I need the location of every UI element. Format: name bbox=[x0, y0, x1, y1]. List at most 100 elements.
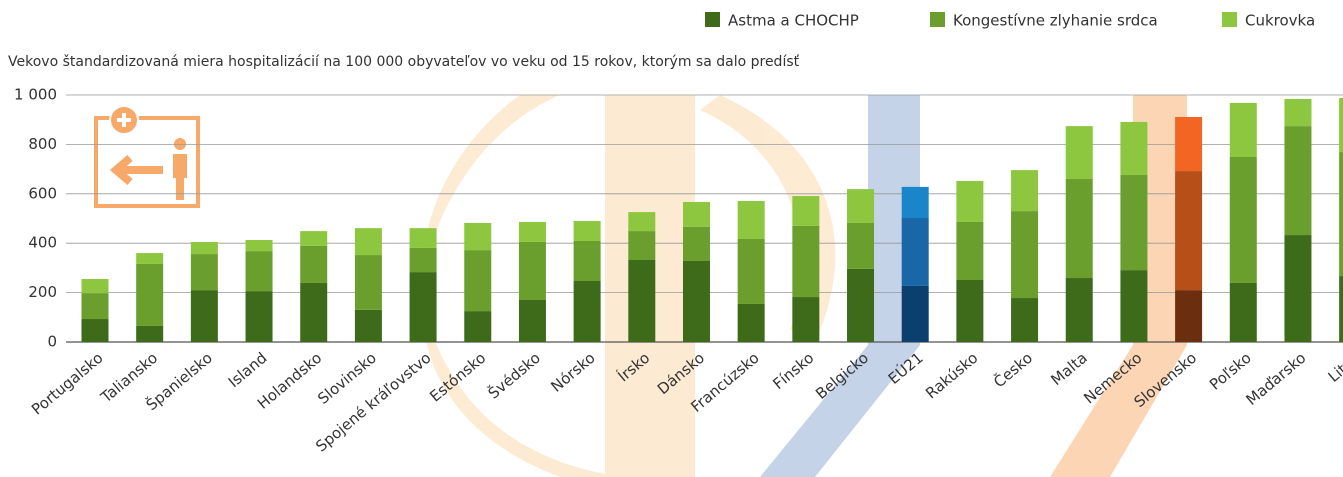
bar-segment bbox=[190, 241, 218, 255]
x-tick-label: Litva bbox=[1325, 349, 1343, 386]
legend-label: Astma a CHOCHP bbox=[728, 12, 859, 30]
bar-segment bbox=[1120, 270, 1148, 342]
y-tick-label: 1 000 bbox=[14, 86, 57, 104]
bar-segment bbox=[81, 293, 109, 320]
bar-segment bbox=[1229, 156, 1257, 283]
bar-segment bbox=[354, 255, 382, 310]
bar-segment bbox=[737, 200, 765, 240]
bar-segment bbox=[1175, 116, 1203, 172]
bar-segment bbox=[1284, 235, 1312, 342]
bar-segment bbox=[682, 226, 710, 261]
legend: Astma a CHOCHP Kongestívne zlyhanie srdca… bbox=[705, 12, 1315, 30]
bar-segment bbox=[628, 259, 656, 342]
bar-segment bbox=[1011, 211, 1039, 299]
bar-segment bbox=[300, 245, 328, 283]
legend-label: Kongestívne zlyhanie srdca bbox=[953, 12, 1158, 30]
bar-segment bbox=[354, 228, 382, 256]
bar-segment bbox=[901, 186, 929, 219]
bar-segment bbox=[409, 228, 437, 248]
subtitle: Vekovo štandardizovaná miera hospitalizá… bbox=[8, 54, 800, 70]
bar-segment bbox=[136, 263, 164, 326]
bar-segment bbox=[792, 225, 820, 298]
x-tick-label: Portugalsko bbox=[28, 349, 106, 419]
bar-segment bbox=[354, 309, 382, 342]
bar-segment bbox=[245, 291, 273, 342]
bar-segment bbox=[136, 325, 164, 342]
legend-swatch bbox=[930, 12, 945, 27]
bar-segment bbox=[1339, 276, 1343, 342]
icon bbox=[94, 105, 200, 208]
x-tick-label: Island bbox=[225, 349, 271, 391]
x-tick-label: Švédsko bbox=[484, 348, 544, 403]
bar-segment bbox=[737, 239, 765, 304]
bar-segment bbox=[81, 279, 109, 294]
bar-segment bbox=[1011, 170, 1039, 212]
y-tick-label: 200 bbox=[28, 283, 57, 301]
bar-segment bbox=[1065, 278, 1093, 342]
bar-segment bbox=[956, 221, 984, 281]
bar-segment bbox=[245, 251, 273, 292]
bar-segment bbox=[518, 300, 546, 342]
x-tick-label: Poľsko bbox=[1206, 349, 1255, 394]
y-tick-label: 800 bbox=[28, 135, 57, 153]
bar-segment bbox=[1339, 152, 1343, 277]
bar-segment bbox=[628, 212, 656, 232]
x-tick-label: Maďarsko bbox=[1243, 349, 1310, 409]
y-tick-label: 400 bbox=[28, 234, 57, 252]
bar-segment bbox=[1120, 121, 1148, 176]
bar-segment bbox=[518, 241, 546, 301]
bar-segment bbox=[682, 201, 710, 227]
bar-segment bbox=[1284, 98, 1312, 127]
bar-segment bbox=[956, 280, 984, 342]
bar-segment bbox=[792, 297, 820, 342]
bar-segment bbox=[464, 311, 492, 342]
bar-segment bbox=[300, 231, 328, 246]
legend-label: Cukrovka bbox=[1245, 12, 1315, 30]
x-tick-label: Česko bbox=[989, 348, 1036, 391]
bar-segment bbox=[1229, 282, 1257, 342]
bar-segment bbox=[1065, 178, 1093, 279]
bar-segment bbox=[409, 247, 437, 273]
x-tick-label: Malta bbox=[1047, 349, 1090, 389]
bar-segment bbox=[573, 280, 601, 342]
bar-segment bbox=[1175, 290, 1203, 342]
bar-segment bbox=[573, 220, 601, 241]
bar-segment bbox=[1175, 171, 1203, 291]
bar-segment bbox=[1339, 97, 1343, 153]
y-tick-label: 0 bbox=[47, 333, 57, 351]
bar-segment bbox=[847, 189, 875, 223]
bar-segment bbox=[81, 319, 109, 342]
x-tick-label: Rakúsko bbox=[922, 349, 981, 403]
bar-segment bbox=[136, 253, 164, 264]
bar-segment bbox=[1284, 126, 1312, 236]
bar-segment bbox=[901, 218, 929, 286]
bar-segment bbox=[628, 231, 656, 260]
x-tick-label: Nórsko bbox=[547, 349, 598, 396]
bar-segment bbox=[792, 196, 820, 226]
bar-segment bbox=[409, 272, 437, 342]
bar-segment bbox=[190, 254, 218, 291]
bar-segment bbox=[1120, 175, 1148, 271]
bar-segment bbox=[464, 222, 492, 251]
bar-segment bbox=[464, 250, 492, 312]
bar-segment bbox=[847, 268, 875, 342]
bar-segment bbox=[1011, 298, 1039, 342]
bar-segment bbox=[956, 180, 984, 222]
bar-segment bbox=[190, 290, 218, 342]
bar-segment bbox=[847, 222, 875, 269]
y-tick-label: 600 bbox=[28, 184, 57, 202]
bar-segment bbox=[245, 239, 273, 252]
legend-swatch bbox=[705, 12, 720, 27]
bar-segment bbox=[1065, 126, 1093, 179]
bar-segment bbox=[573, 240, 601, 281]
eu-highlight-band bbox=[760, 95, 920, 477]
bar-segment bbox=[518, 221, 546, 242]
bar-segment bbox=[682, 260, 710, 342]
bar-segment bbox=[901, 285, 929, 342]
bar-segment bbox=[737, 303, 765, 342]
sk-highlight-band bbox=[1050, 95, 1187, 477]
legend-swatch bbox=[1222, 12, 1237, 27]
bar-segment bbox=[1229, 102, 1257, 157]
x-tick-label: Fínsko bbox=[769, 349, 817, 393]
